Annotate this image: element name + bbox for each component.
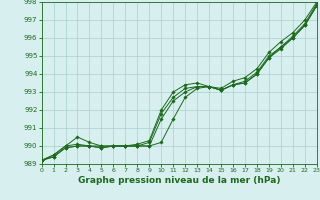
X-axis label: Graphe pression niveau de la mer (hPa): Graphe pression niveau de la mer (hPa) bbox=[78, 176, 280, 185]
